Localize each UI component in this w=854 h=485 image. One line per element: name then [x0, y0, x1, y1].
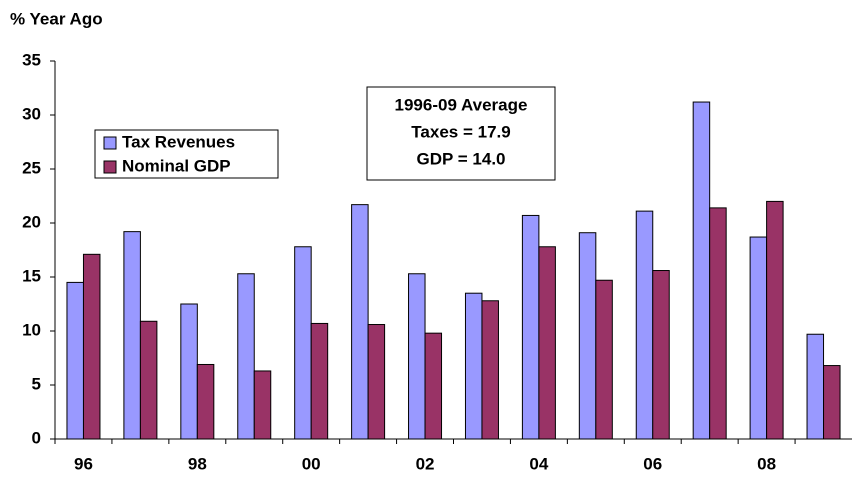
bar: [424, 332, 443, 440]
y-tick-label: 0: [32, 428, 41, 447]
legend-label: Nominal GDP: [122, 156, 231, 175]
x-tick-label: 00: [302, 454, 321, 473]
x-tick-label: 02: [416, 454, 435, 473]
bar: [709, 207, 727, 440]
bar: [578, 232, 597, 440]
legend-label: Tax Revenues: [122, 132, 235, 151]
y-tick-label: 25: [22, 158, 41, 177]
bar: [595, 279, 613, 440]
bar: [806, 333, 825, 440]
bar: [823, 365, 841, 440]
bar: [766, 200, 784, 440]
bar: [692, 101, 711, 440]
x-tick-label: 08: [757, 454, 776, 473]
bar: [123, 231, 141, 440]
y-tick-label: 30: [22, 104, 41, 123]
bar: [196, 363, 215, 440]
annotation-line: GDP = 14.0: [417, 149, 506, 168]
y-tick-label: 10: [22, 320, 41, 339]
legend-swatch: [103, 136, 117, 150]
bar: [635, 210, 654, 440]
bar: [139, 320, 158, 440]
bar: [253, 370, 272, 440]
bar: [538, 246, 556, 440]
y-tick-label: 20: [22, 212, 41, 231]
bar: [180, 303, 198, 440]
bar: [652, 270, 670, 440]
annotation-line: Taxes = 17.9: [411, 122, 510, 141]
y-tick-label: 15: [22, 266, 41, 285]
annotation-line: 1996-09 Average: [395, 95, 528, 114]
bar: [408, 273, 426, 440]
bar: [367, 324, 386, 440]
x-tick-label: 96: [74, 454, 93, 473]
bar: [237, 273, 255, 440]
y-tick-label: 35: [22, 50, 41, 69]
bar: [464, 292, 483, 440]
y-tick-label: 5: [32, 374, 41, 393]
legend-swatch: [103, 160, 117, 174]
bar: [749, 236, 768, 440]
bar: [294, 246, 312, 440]
x-tick-label: 06: [643, 454, 662, 473]
x-tick-label: 04: [529, 454, 548, 473]
legend-box: [94, 129, 279, 179]
bar: [351, 204, 369, 440]
bar: [481, 300, 499, 440]
y-axis-label: % Year Ago: [10, 9, 103, 28]
bar: [66, 281, 84, 440]
bar: [310, 322, 329, 440]
x-tick-label: 98: [188, 454, 207, 473]
annotation-box: [366, 86, 556, 181]
bar: [521, 214, 540, 440]
bar: [82, 253, 101, 440]
